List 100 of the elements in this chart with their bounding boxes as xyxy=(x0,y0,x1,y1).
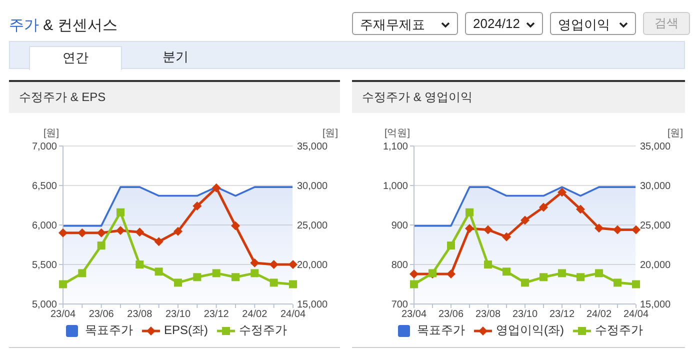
x-tick-label: 23/10 xyxy=(165,309,191,320)
text: 주재무제표 xyxy=(360,16,425,34)
point xyxy=(232,273,240,282)
x-tick-label: 24/02 xyxy=(586,309,612,320)
point xyxy=(520,216,530,225)
x-tick-label: 23/12 xyxy=(204,309,230,320)
y-tick-label: 1,100 xyxy=(382,142,408,153)
point xyxy=(540,273,548,282)
y2-tick-label: 25,000 xyxy=(640,220,672,232)
point xyxy=(269,260,278,269)
point xyxy=(502,268,510,276)
legend-label: 수정주가 xyxy=(595,322,643,339)
y2-axis-title: [원] xyxy=(322,127,338,140)
y-tick-label: 900 xyxy=(391,220,408,232)
point xyxy=(212,269,220,278)
point xyxy=(154,268,163,276)
point xyxy=(212,183,221,192)
point xyxy=(59,280,67,288)
point xyxy=(174,278,182,287)
legend-label: 영업이익(좌) xyxy=(496,322,564,339)
x-tick-label: 24/04 xyxy=(280,309,306,320)
point xyxy=(558,188,566,197)
point xyxy=(270,278,278,287)
point xyxy=(289,280,297,288)
point xyxy=(58,228,68,238)
y2-tick-label: 35,000 xyxy=(297,142,328,153)
chart-title: 수정주가 & EPS xyxy=(9,82,340,113)
point xyxy=(521,278,529,287)
point xyxy=(288,260,298,269)
x-tick-label: 23/06 xyxy=(438,309,464,320)
point xyxy=(632,280,640,288)
x-tick-label: 23/04 xyxy=(401,309,427,320)
chart-title: 수정주가 & 영업이익 xyxy=(352,82,685,113)
point xyxy=(614,278,622,287)
text: 연간 xyxy=(29,46,122,70)
point xyxy=(466,208,474,216)
y2-axis-title: [원] xyxy=(667,127,683,140)
text: 영업이익 xyxy=(558,16,610,34)
x-tick-label: 23/04 xyxy=(50,309,76,320)
y-tick-label: 7,000 xyxy=(32,142,58,153)
y-tick-label: 5,000 xyxy=(32,300,58,311)
y2-tick-label: 25,000 xyxy=(297,220,328,232)
point xyxy=(154,237,164,246)
point xyxy=(174,226,182,236)
text: 2024/12 xyxy=(473,16,520,31)
legend-label: 목표주가 xyxy=(84,322,133,339)
point xyxy=(613,225,622,234)
point xyxy=(250,258,260,268)
legend-label: EPS(좌) xyxy=(164,322,208,339)
point xyxy=(447,242,455,250)
y-tick-label: 1,000 xyxy=(382,181,408,192)
x-tick-label: 23/06 xyxy=(88,309,114,320)
point xyxy=(446,269,456,278)
text: 분기 xyxy=(162,48,190,66)
point xyxy=(410,269,418,278)
point xyxy=(558,269,566,278)
point xyxy=(576,204,585,214)
y2-tick-label: 20,000 xyxy=(640,260,672,272)
x-tick-label: 23/12 xyxy=(549,309,575,320)
legend-label: 목표주가 xyxy=(417,322,465,339)
point xyxy=(484,260,492,268)
point xyxy=(116,226,125,236)
y2-tick-label: 20,000 xyxy=(297,260,328,272)
y-axis-title: [억원] xyxy=(383,127,410,140)
point xyxy=(78,228,87,238)
x-tick-label: 23/10 xyxy=(512,309,538,320)
x-tick-label: 23/08 xyxy=(475,309,501,320)
point xyxy=(410,280,418,288)
y-tick-label: 6,000 xyxy=(32,220,58,232)
y-tick-label: 5,500 xyxy=(32,260,58,272)
y-axis-title: [원] xyxy=(42,127,59,140)
point xyxy=(192,202,202,211)
y-tick-label: 6,500 xyxy=(32,181,58,192)
point xyxy=(595,269,603,278)
point xyxy=(484,225,492,234)
y2-tick-label: 15,000 xyxy=(297,300,328,311)
point xyxy=(632,225,640,234)
y2-tick-label: 30,000 xyxy=(297,181,328,192)
point xyxy=(96,228,106,238)
point xyxy=(116,208,124,216)
point xyxy=(193,273,202,282)
point xyxy=(231,221,240,230)
text: 검색 xyxy=(643,12,690,35)
x-tick-label: 24/02 xyxy=(242,309,268,320)
text: 주가 & 컨센서스 xyxy=(9,16,118,35)
point xyxy=(136,260,144,268)
y2-tick-label: 15,000 xyxy=(640,300,672,311)
point xyxy=(576,273,584,282)
point xyxy=(97,242,106,250)
y2-tick-label: 35,000 xyxy=(640,142,672,153)
point xyxy=(539,202,548,212)
legend-label: 수정주가 xyxy=(239,322,287,339)
x-tick-label: 24/04 xyxy=(623,309,649,320)
point xyxy=(465,224,474,234)
y-tick-label: 800 xyxy=(391,260,408,272)
point xyxy=(135,228,144,237)
y2-tick-label: 30,000 xyxy=(640,181,672,192)
x-tick-label: 23/08 xyxy=(127,309,153,320)
point xyxy=(250,269,259,278)
point xyxy=(78,269,86,278)
